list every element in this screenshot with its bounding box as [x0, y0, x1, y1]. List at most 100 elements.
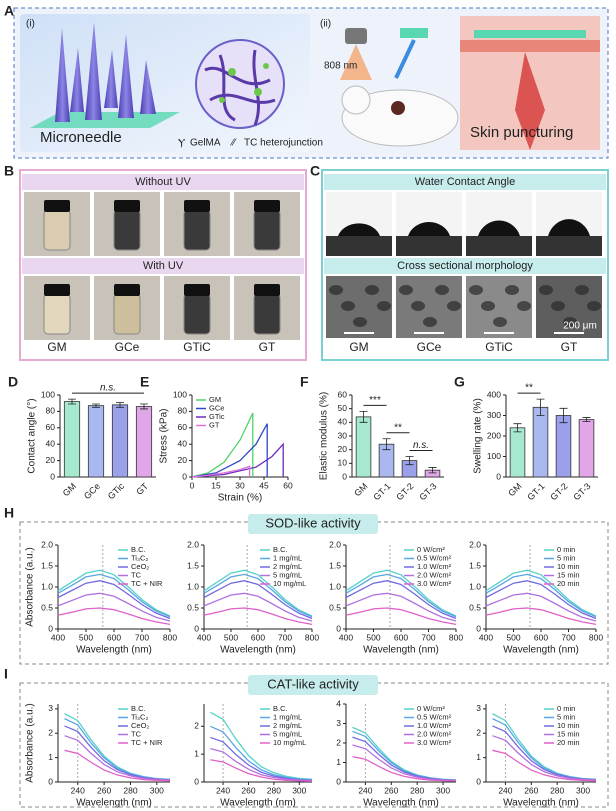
pore	[493, 317, 507, 327]
legend-label: Ti₃C₂	[131, 553, 148, 562]
y-tick-label: 0	[48, 776, 53, 786]
series-line	[485, 569, 597, 617]
series-line	[191, 465, 251, 478]
error-bar	[536, 398, 545, 416]
laser-head	[345, 28, 367, 44]
series-line	[492, 749, 597, 782]
series-line	[191, 412, 254, 478]
title-pill	[248, 675, 378, 695]
y-tick-label: 100	[41, 389, 55, 399]
mouse	[341, 89, 459, 147]
x-tick-label: GM	[352, 481, 369, 498]
panel-label: B	[4, 163, 14, 179]
polymer-network	[204, 49, 276, 126]
skin-layer	[460, 40, 600, 52]
series-line	[210, 747, 313, 782]
x-tick-label: 500	[79, 632, 93, 642]
legend-label: 1 mg/mL	[273, 553, 302, 562]
y-tick-label: 1.5	[41, 560, 53, 570]
y-tick-label: 1.0	[187, 581, 199, 591]
series-line	[485, 580, 597, 620]
legend-label: 1.0 W/cm²	[417, 721, 452, 730]
header: With UV	[143, 260, 184, 272]
x-tick-label: GM	[506, 481, 523, 498]
laser-beam	[340, 44, 372, 80]
y-tick-label: 0	[476, 776, 481, 786]
legend-label: 10 mg/mL	[273, 738, 306, 747]
header-bar	[22, 174, 304, 190]
x-axis-label: Wavelength (nm)	[76, 798, 152, 809]
x-tick-label: GTic	[106, 481, 127, 502]
error-bar	[559, 407, 568, 424]
error-bar	[513, 423, 522, 433]
vial	[43, 209, 71, 251]
y-tick-label: 40	[338, 417, 348, 427]
y-tick-label: 0	[342, 471, 347, 481]
photos: GM GCe GTiC GT	[326, 192, 602, 354]
header-bar	[324, 258, 606, 274]
scale-bar-label: 200 μm	[563, 321, 597, 332]
legend-label: 3.0 W/cm²	[417, 579, 452, 588]
droplet	[478, 220, 520, 236]
error-bar	[68, 398, 76, 405]
x-tick-label: 600	[534, 632, 548, 642]
legend-label: 5 mg/mL	[273, 729, 302, 738]
series-line	[57, 580, 171, 620]
panel-label: F	[300, 374, 309, 390]
annotation: n.s.	[100, 383, 116, 394]
substrate	[466, 236, 532, 256]
x-tick-label: 600	[394, 632, 408, 642]
x-tick-label: GT-2	[548, 481, 569, 502]
x-tick-label: 280	[267, 785, 281, 795]
y-tick-label: 1	[194, 748, 199, 758]
bar	[63, 401, 81, 478]
y-tick-label: 20	[178, 455, 188, 465]
legend-gelma-text: GelMA	[190, 138, 221, 149]
x-tick-label: 400	[479, 632, 493, 642]
panel-label: E	[140, 374, 149, 390]
legend-label: 0.5 W/cm²	[417, 553, 452, 562]
x-tick-label: 240	[498, 785, 512, 795]
patch	[474, 30, 586, 38]
vial	[253, 293, 281, 335]
y-tick-label: 0	[182, 471, 187, 481]
y-tick-label: 1	[48, 752, 53, 762]
pore	[481, 301, 495, 311]
y-tick-label: 30	[338, 430, 348, 440]
x-tick-label: GT-1	[371, 481, 392, 502]
legend-label: B.C.	[273, 704, 288, 713]
legend-label: TC + NIR	[131, 738, 163, 747]
vial-cap	[44, 284, 70, 296]
bar	[532, 406, 549, 478]
x-axis-label: Wavelength (nm)	[503, 798, 579, 809]
vial	[183, 293, 211, 335]
x-tick-label: 700	[561, 632, 575, 642]
droplet	[408, 221, 450, 236]
y-tick-label: 0	[336, 776, 341, 786]
panel-label: H	[4, 505, 14, 521]
y-axis-label: Absorbance (a.u.)	[25, 547, 36, 627]
panel-label: I	[4, 666, 8, 682]
series-line	[345, 607, 457, 626]
y-tick-label: 2.0	[329, 539, 341, 549]
y-tick-label: 0	[496, 471, 501, 481]
x-tick-label: 260	[384, 785, 398, 795]
legend-label: 20 min	[557, 579, 580, 588]
header: Cross sectional morphology	[397, 260, 533, 272]
y-tick-label: 20	[338, 444, 348, 454]
wound-tissue	[515, 52, 545, 150]
x-axis-label: Strain (%)	[218, 493, 262, 504]
x-axis-label: Wavelength (nm)	[363, 798, 439, 809]
series-line	[492, 735, 597, 781]
panel-label: D	[8, 374, 18, 390]
panel-label: C	[310, 163, 320, 179]
legend-label: Ti₃C₂	[131, 712, 148, 721]
section-title: CAT-like activity	[267, 676, 359, 691]
y-tick-label: 1.5	[187, 560, 199, 570]
y-axis-label: Elastic modulus (%)	[319, 392, 330, 480]
series-line	[191, 423, 268, 478]
y-tick-label: 0	[48, 623, 53, 633]
label-microneedle: Microneedle	[40, 129, 122, 146]
annotation: n.s.	[413, 440, 429, 451]
